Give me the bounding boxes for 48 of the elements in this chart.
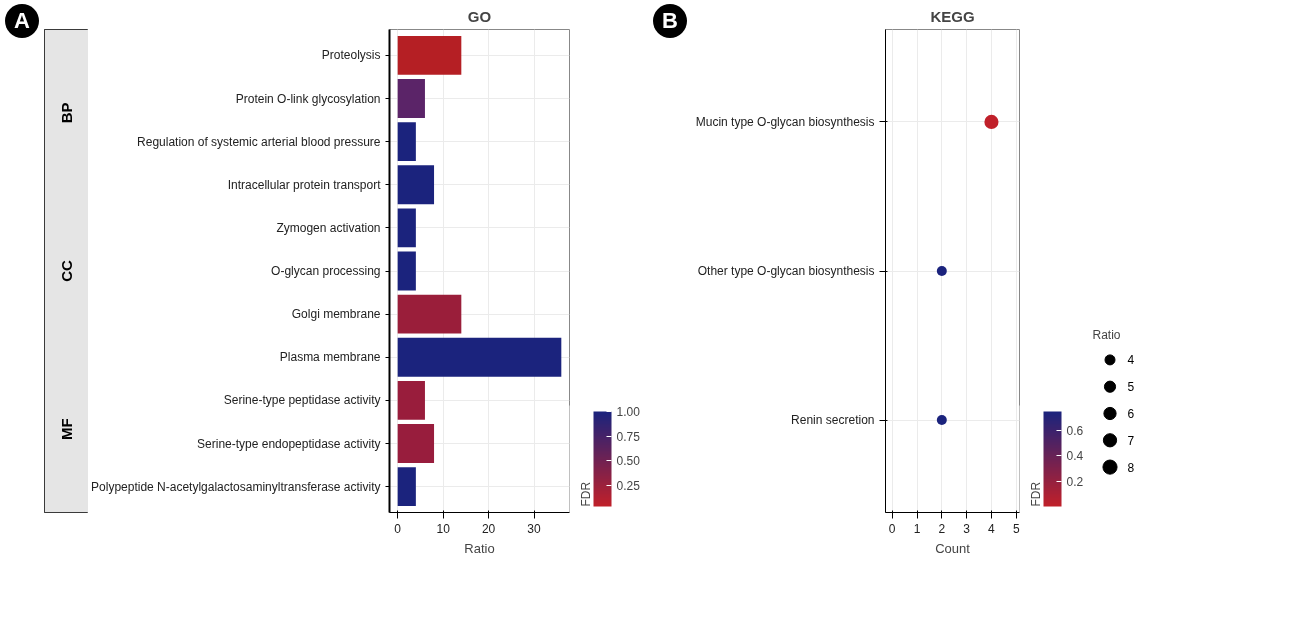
text: CC [58, 260, 75, 282]
chart-title: KEGG [930, 7, 975, 25]
x-axis-title: Count [935, 540, 971, 556]
x-tick-label: 5 [1012, 521, 1020, 536]
y-tick-label: Regulation of systemic arterial blood pressure [137, 134, 381, 149]
x-tick-label: 20 [481, 521, 496, 536]
y-tick-label: Mucin type O-glycan biosynthesis [695, 114, 875, 129]
color-bar-label: 0.25 [616, 479, 641, 494]
text: BP [58, 102, 75, 124]
y-tick-label: Zymogen activation [276, 220, 381, 235]
color-bar-title: FDR [578, 481, 593, 507]
y-tick-label: Renin secretion [791, 413, 875, 428]
x-tick-label: 0 [394, 521, 402, 536]
y-tick-label: Golgi membrane [291, 307, 381, 322]
x-axis-title: Ratio [464, 540, 495, 556]
x-tick-label: 3 [963, 521, 971, 536]
legend-label: 8 [1127, 460, 1135, 475]
x-tick-label: 2 [938, 521, 946, 536]
color-bar-label: 0.2 [1066, 474, 1084, 489]
y-tick-label: Plasma membrane [279, 350, 381, 365]
color-bar-label: 0.6 [1066, 424, 1084, 438]
text: B [662, 7, 678, 35]
color-bar-label: 0.50 [616, 454, 641, 469]
legend-label: 7 [1127, 433, 1135, 448]
y-tick-label: Other type O-glycan biosynthesis [697, 264, 875, 278]
y-tick-label: Serine-type endopeptidase activity [197, 436, 381, 451]
color-bar-title: FDR [1028, 481, 1043, 507]
y-tick-label: O-glycan processing [271, 264, 381, 278]
y-tick-label: Polypeptide N-acetylgalactosaminyltransferase activity [91, 479, 381, 494]
y-tick-label: Protein O-link glycosylation [235, 91, 381, 106]
color-bar-label: 1.00 [616, 405, 641, 419]
text: A [14, 7, 30, 35]
legend-label: 6 [1127, 407, 1135, 421]
text: MF [58, 418, 75, 440]
legend-label: 4 [1127, 353, 1135, 368]
y-tick-label: Proteolysis [321, 48, 381, 63]
legend-label: 5 [1127, 380, 1135, 395]
legend-title: Ratio [1092, 327, 1121, 342]
x-tick-label: 30 [527, 521, 542, 536]
x-tick-label: 1 [913, 521, 921, 536]
color-bar-label: 0.4 [1066, 449, 1084, 464]
y-tick-label: Intracellular protein transport [227, 177, 382, 192]
y-tick-label: Serine-type peptidase activity [223, 393, 381, 408]
color-bar-label: 0.75 [616, 429, 641, 444]
x-tick-label: 10 [436, 521, 451, 536]
x-tick-label: 4 [988, 521, 996, 536]
x-tick-label: 0 [888, 521, 896, 536]
chart-title: GO [467, 7, 492, 25]
